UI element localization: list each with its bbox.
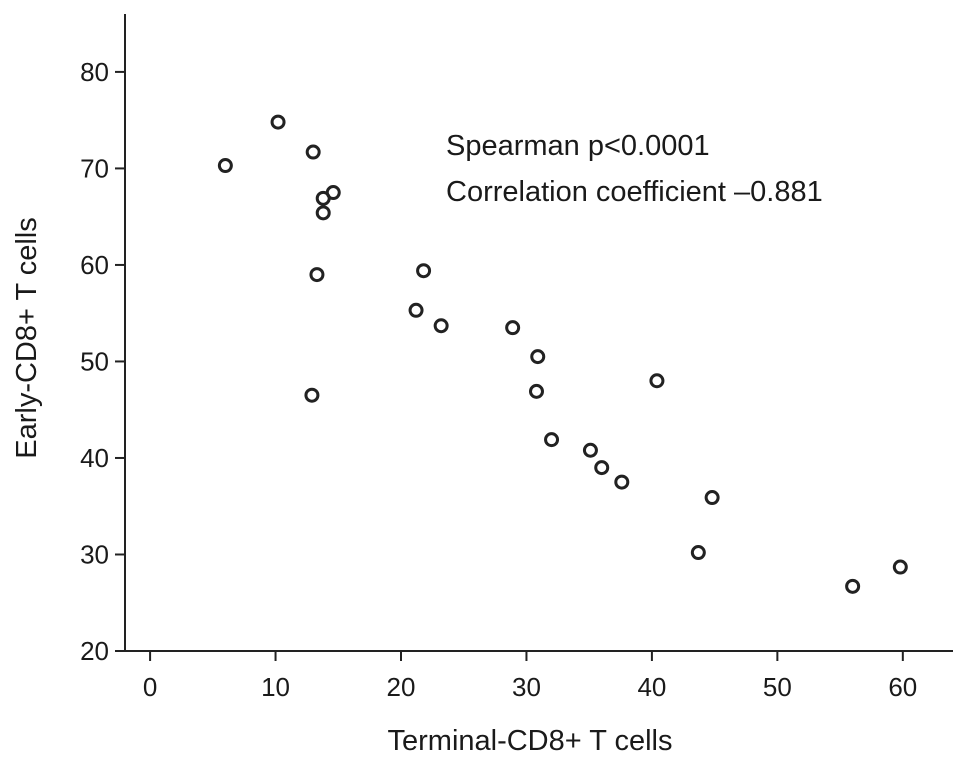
x-tick-label: 10 xyxy=(261,672,290,702)
y-tick-label: 30 xyxy=(80,539,109,569)
x-ticks: 0 10 20 30 40 50 60 xyxy=(143,651,917,702)
data-point xyxy=(892,559,908,575)
y-axis-title: Early-CD8+ T cells xyxy=(11,217,43,458)
x-tick-label: 0 xyxy=(143,672,157,702)
data-point xyxy=(433,318,449,334)
x-tick-label: 40 xyxy=(637,672,666,702)
data-point xyxy=(304,387,320,403)
data-point xyxy=(408,302,424,318)
x-tick-label: 50 xyxy=(763,672,792,702)
data-point xyxy=(505,320,521,336)
data-point xyxy=(690,545,706,561)
x-tick-label: 20 xyxy=(387,672,416,702)
data-point xyxy=(416,263,432,279)
data-point xyxy=(305,144,321,160)
y-ticks: 20 30 40 50 60 70 80 xyxy=(80,57,125,666)
data-point xyxy=(270,114,286,130)
y-tick-label: 60 xyxy=(80,250,109,280)
y-tick-label: 50 xyxy=(80,346,109,376)
axes xyxy=(124,14,953,652)
data-points xyxy=(217,114,908,594)
x-tick-label: 30 xyxy=(512,672,541,702)
data-point xyxy=(217,158,233,174)
annotation-correlation: Correlation coefficient –0.881 xyxy=(446,176,823,208)
x-tick-label: 60 xyxy=(888,672,917,702)
data-point xyxy=(315,205,331,221)
annotation-spearman: Spearman p<0.0001 xyxy=(446,130,710,162)
y-tick-label: 20 xyxy=(80,636,109,666)
data-point xyxy=(309,267,325,283)
y-tick-label: 70 xyxy=(80,153,109,183)
data-point xyxy=(582,442,598,458)
y-tick-label: 40 xyxy=(80,443,109,473)
data-point xyxy=(594,460,610,476)
data-point xyxy=(649,373,665,389)
y-tick-label: 80 xyxy=(80,57,109,87)
data-point xyxy=(704,490,720,506)
data-point xyxy=(544,432,560,448)
data-point xyxy=(528,383,544,399)
data-point xyxy=(325,185,341,201)
data-point xyxy=(614,474,630,490)
data-point xyxy=(845,578,861,594)
data-point xyxy=(530,349,546,365)
x-axis-title: Terminal-CD8+ T cells xyxy=(388,725,673,757)
